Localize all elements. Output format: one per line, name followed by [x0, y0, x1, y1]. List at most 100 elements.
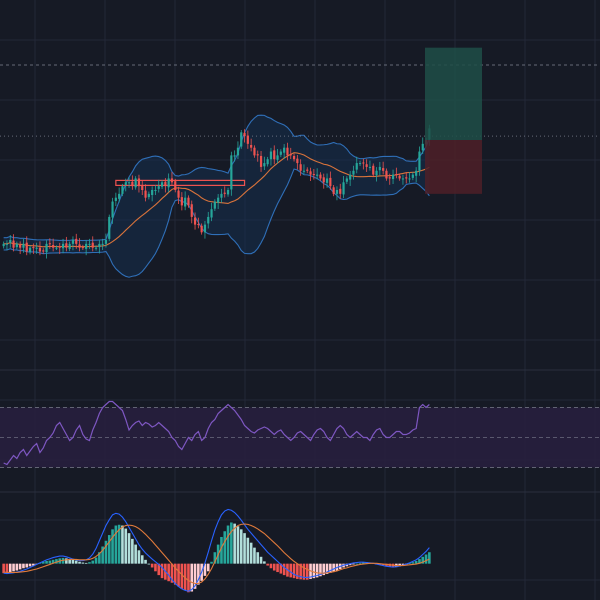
macd-histogram-bar [81, 562, 85, 564]
macd-histogram-bar [78, 561, 81, 564]
candle-body [250, 145, 253, 148]
candle-body [32, 247, 35, 249]
candle-body [42, 250, 45, 252]
resistance-zone [115, 179, 246, 186]
candle-body [312, 174, 315, 176]
candle-body [180, 197, 183, 206]
candle-body [325, 178, 329, 183]
candle-body [395, 174, 398, 176]
macd-histogram-bar [236, 526, 240, 564]
candle-body [332, 187, 335, 194]
macd-panel[interactable] [2, 508, 431, 593]
candle-body [5, 243, 9, 245]
candle-body [12, 240, 15, 248]
candle-body [352, 170, 355, 175]
macd-histogram-bar [305, 563, 309, 580]
candle-body [177, 190, 180, 198]
candle-body [101, 243, 104, 245]
candle-body [240, 132, 243, 147]
macd-histogram-bar [193, 563, 197, 589]
candle-body [378, 166, 381, 171]
macd-histogram-bar [41, 561, 45, 564]
candle-body [292, 155, 296, 160]
candle-body [167, 178, 170, 188]
candle-body [193, 217, 197, 225]
candle-body [259, 155, 263, 167]
candle-body [157, 186, 160, 189]
candle-body [365, 164, 368, 167]
rsi-band [0, 407, 600, 468]
candle-body [362, 162, 365, 164]
candle-body [289, 154, 292, 156]
macd-histogram-bar [187, 563, 190, 593]
macd-histogram-bar [210, 561, 213, 564]
macd-histogram-bar [272, 563, 276, 571]
macd-histogram-bar [233, 523, 236, 564]
candle-body [382, 168, 385, 171]
macd-histogram-bar [140, 555, 144, 564]
macd-histogram-bar [348, 563, 352, 566]
macd-histogram-bar [55, 559, 58, 564]
candle-body [372, 165, 375, 175]
rsi-panel[interactable] [0, 400, 600, 468]
candle-body [415, 170, 418, 176]
macd-histogram-bar [28, 563, 32, 567]
macd-histogram-bar [315, 563, 319, 578]
macd-histogram-bar [74, 560, 78, 564]
macd-histogram-bar [355, 563, 359, 565]
candle-body [299, 164, 302, 171]
candle-body [286, 147, 289, 156]
macd-histogram-bar [223, 531, 227, 564]
macd-histogram-bar [12, 563, 15, 572]
candle-body [388, 177, 391, 179]
candle-body [421, 143, 424, 151]
candle-body [184, 197, 187, 207]
candle-body [9, 240, 12, 243]
candle-body [339, 188, 342, 194]
candle-body [398, 175, 401, 179]
macd-histogram-bar [51, 559, 55, 564]
candle-body [316, 174, 319, 176]
candle-body [111, 201, 114, 218]
candle-body [246, 135, 249, 144]
macd-histogram-bar [91, 560, 95, 564]
candle-body [217, 197, 220, 203]
candle-body [302, 170, 306, 172]
macd-histogram-bar [61, 557, 65, 564]
macd-histogram-bar [15, 563, 19, 571]
candle-body [19, 245, 22, 248]
macd-histogram-bar [203, 563, 207, 576]
candle-body [266, 159, 269, 165]
candle-body [174, 181, 177, 190]
candle-body [170, 178, 174, 183]
macd-histogram-bar [147, 563, 151, 565]
macd-histogram-bar [117, 524, 121, 564]
macd-histogram-bar [71, 559, 75, 564]
macd-histogram-bar [177, 563, 180, 587]
candle-body [61, 243, 65, 249]
candle-body [48, 243, 51, 245]
macd-histogram-bar [48, 560, 52, 564]
price-panel[interactable] [0, 47, 600, 278]
candle-body [15, 243, 18, 248]
macd-histogram-bar [22, 563, 25, 569]
candle-body [322, 177, 325, 183]
candle-body [230, 155, 233, 190]
macd-histogram-bar [332, 563, 335, 573]
candle-body [223, 192, 226, 194]
candle-body [114, 197, 117, 201]
macd-histogram-bar [111, 529, 114, 564]
candle-body [342, 182, 345, 195]
candle-body [45, 243, 48, 253]
stop-zone [425, 140, 482, 194]
candle-body [233, 155, 236, 157]
candle-body [200, 225, 203, 233]
macd-histogram-bar [345, 563, 349, 567]
macd-histogram-bar [137, 550, 141, 564]
macd-histogram-bar [173, 563, 177, 585]
candle-body [276, 155, 279, 160]
macd-histogram-bar [65, 558, 68, 564]
candle-body [151, 190, 154, 195]
